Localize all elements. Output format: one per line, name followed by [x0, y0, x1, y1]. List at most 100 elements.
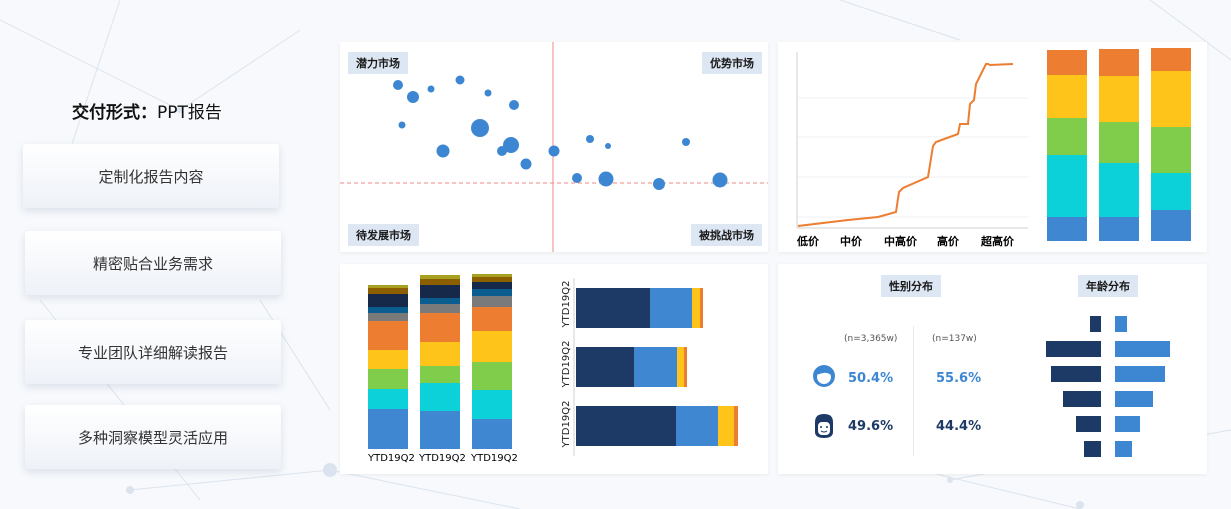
stack-segment: [472, 282, 512, 289]
stack-segment: [1047, 155, 1087, 217]
stack-segment: [1151, 48, 1191, 71]
stack-segment: [472, 307, 512, 331]
male-pct-2: 44.4%: [936, 419, 982, 434]
stack-segment: [472, 274, 512, 277]
hbar-segment: [677, 347, 684, 387]
hbar-segment: [734, 406, 738, 446]
age-title: 年龄分布: [1078, 275, 1138, 297]
male-icon: [815, 414, 833, 438]
scatter-point: [509, 100, 519, 110]
scatter-point: [407, 91, 419, 103]
hbar-segment: [634, 347, 677, 387]
age-bar-right: [1115, 341, 1170, 357]
stack-segment: [1099, 163, 1139, 217]
scatter-point: [653, 178, 665, 190]
scatter-point: [455, 75, 465, 85]
stack-segment: [1047, 75, 1087, 118]
stack-segment: [1099, 217, 1139, 241]
age-bar-right: [1115, 316, 1127, 332]
scatter-point: [497, 146, 507, 156]
quadrant-label-top-left: 潜力市场: [348, 52, 408, 74]
delivery-title: 交付形式：PPT报告: [72, 103, 222, 123]
stack-segment: [368, 389, 408, 409]
age-bar-right: [1115, 366, 1165, 382]
stack-segment: [472, 331, 512, 362]
stack-segment: [1099, 76, 1139, 122]
scatter-point: [572, 173, 582, 183]
col1-sample-size: (n=3,365w): [844, 334, 898, 344]
scatter-point: [682, 138, 690, 146]
quadrant-label-bottom-right: 被挑战市场: [691, 224, 762, 246]
price-panel: 低价 中价 中高价 高价 超高价: [778, 42, 1207, 252]
col2-sample-size: (n=137w): [932, 334, 977, 344]
scatter-point: [548, 145, 560, 157]
female-pct-1: 50.4%: [848, 371, 894, 386]
hbar-segment: [576, 406, 676, 446]
age-bar-left: [1046, 341, 1101, 357]
hbar-label-1: YTD19Q2: [561, 281, 572, 329]
female-icon: [813, 365, 835, 387]
stack-label-3: YTD19Q2: [471, 453, 518, 464]
stack-segment: [1151, 71, 1191, 127]
stack-segment: [1099, 122, 1139, 163]
brand-share-chart: YTD19Q2 YTD19Q2 YTD19Q2: [368, 274, 738, 456]
x-label-low: 低价: [797, 235, 819, 248]
age-bar-left: [1063, 391, 1101, 407]
stack-segment: [420, 304, 460, 313]
stack-segment: [1151, 210, 1191, 241]
stack-segment: [368, 313, 408, 321]
age-bar-right: [1115, 441, 1132, 457]
scatter-point: [398, 121, 406, 129]
age-pyramid-chart: [1046, 316, 1170, 457]
stack-segment: [472, 362, 512, 390]
quadrant-chart: [340, 42, 768, 252]
gender-title: 性别分布: [881, 275, 941, 297]
stack-segment: [368, 369, 408, 389]
feature-custom-report: 定制化报告内容: [23, 144, 279, 208]
x-label-mid-high: 中高价: [884, 235, 917, 248]
stack-segment: [420, 279, 460, 285]
stack-segment: [420, 285, 460, 298]
hbar-segment: [676, 406, 718, 446]
hbar-segment: [684, 347, 687, 387]
stack-label-2: YTD19Q2: [419, 453, 466, 464]
male-pct-1: 49.6%: [848, 419, 894, 434]
female-pct-2: 55.6%: [936, 371, 982, 386]
stack-segment: [368, 409, 408, 449]
stack-segment: [1047, 118, 1087, 155]
hbar-label-3: YTD19Q2: [561, 401, 572, 449]
hbar-segment: [650, 288, 692, 328]
hbar-label-2: YTD19Q2: [561, 341, 572, 389]
age-bar-left: [1076, 416, 1101, 432]
feature-expert-team: 专业团队详细解读报告: [25, 320, 281, 384]
stack-segment: [472, 289, 512, 296]
feature-business-fit: 精密贴合业务需求: [25, 231, 281, 295]
quadrant-label-bottom-left: 待发展市场: [348, 224, 419, 246]
scatter-point: [605, 143, 611, 149]
stack-segment: [368, 294, 408, 307]
scatter-point: [427, 85, 435, 93]
stack-segment: [420, 313, 460, 342]
scatter-point: [586, 135, 594, 143]
stack-segment: [420, 366, 460, 383]
stack-segment: [368, 285, 408, 288]
scatter-point: [503, 137, 519, 153]
price-line-chart: [796, 48, 1191, 241]
hbar-segment: [718, 406, 734, 446]
stack-label-1: YTD19Q2: [368, 453, 415, 464]
age-bar-right: [1115, 416, 1140, 432]
x-label-high: 高价: [937, 235, 959, 248]
hbar-segment: [700, 288, 703, 328]
age-bar-left: [1090, 316, 1101, 332]
scatter-point: [484, 89, 492, 97]
stack-segment: [368, 288, 408, 294]
quadrant-label-top-right: 优势市场: [702, 52, 762, 74]
stack-segment: [1047, 217, 1087, 241]
stack-segment: [420, 342, 460, 366]
stack-segment: [368, 307, 408, 313]
demographics-panel: 性别分布 年龄分布 (n=3,365w) (n=137w) 50.4% 55.6…: [778, 264, 1207, 474]
stack-segment: [1151, 127, 1191, 173]
stack-segment: [472, 296, 512, 307]
scatter-point: [712, 172, 728, 188]
